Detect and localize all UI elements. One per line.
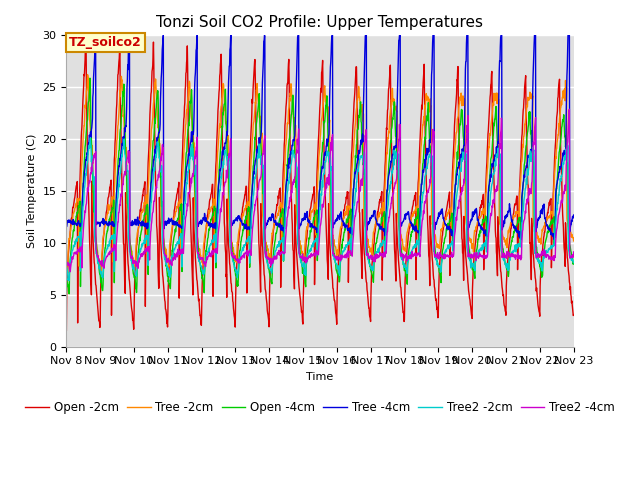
Tree -2cm <box>64 270 72 276</box>
Open -4cm <box>164 274 172 279</box>
Open -4cm <box>465 248 473 253</box>
Open -2cm <box>63 327 70 333</box>
Tree2 -2cm <box>86 135 94 141</box>
Tree -2cm <box>176 201 184 206</box>
Tree2 -4cm <box>465 253 473 259</box>
Open -4cm <box>65 291 73 297</box>
Open -2cm <box>82 38 90 44</box>
Tree -2cm <box>399 244 407 250</box>
Text: TZ_soilco2: TZ_soilco2 <box>69 36 141 49</box>
Tree2 -4cm <box>399 251 406 257</box>
Open -2cm <box>176 263 184 268</box>
Open -4cm <box>510 230 518 236</box>
Tree -2cm <box>63 268 70 274</box>
Tree -2cm <box>233 255 241 261</box>
Open -2cm <box>465 290 473 296</box>
Open -2cm <box>570 312 577 318</box>
Tree -4cm <box>125 33 133 38</box>
Tree -2cm <box>164 258 172 264</box>
Open -2cm <box>163 319 171 324</box>
Tree2 -4cm <box>67 269 74 275</box>
Open -4cm <box>233 282 241 288</box>
Open -4cm <box>86 75 94 81</box>
Tree2 -2cm <box>465 256 473 262</box>
Tree2 -2cm <box>65 278 73 284</box>
Tree2 -4cm <box>232 256 240 262</box>
Tree2 -2cm <box>176 234 184 240</box>
Tree2 -4cm <box>176 252 184 257</box>
Open -4cm <box>63 275 70 280</box>
Tree2 -2cm <box>233 268 241 274</box>
Line: Tree2 -2cm: Tree2 -2cm <box>67 138 573 281</box>
Line: Tree -4cm: Tree -4cm <box>67 36 573 240</box>
Tree2 -4cm <box>566 107 573 112</box>
Line: Open -2cm: Open -2cm <box>67 41 573 330</box>
Tree2 -4cm <box>570 249 577 255</box>
Tree2 -4cm <box>163 258 171 264</box>
Tree -4cm <box>510 225 518 230</box>
Legend: Open -2cm, Tree -2cm, Open -4cm, Tree -4cm, Tree2 -2cm, Tree2 -4cm: Open -2cm, Tree -2cm, Open -4cm, Tree -4… <box>20 396 620 419</box>
Y-axis label: Soil Temperature (C): Soil Temperature (C) <box>27 134 37 248</box>
Open -2cm <box>232 274 240 279</box>
Tree -4cm <box>399 219 406 225</box>
Title: Tonzi Soil CO2 Profile: Upper Temperatures: Tonzi Soil CO2 Profile: Upper Temperatur… <box>157 15 483 30</box>
Tree2 -4cm <box>63 262 70 268</box>
Open -2cm <box>399 303 406 309</box>
Tree2 -4cm <box>510 252 518 258</box>
Tree -4cm <box>517 237 525 242</box>
Line: Tree -2cm: Tree -2cm <box>67 74 573 273</box>
Open -4cm <box>399 259 407 265</box>
Tree -4cm <box>465 225 473 230</box>
Line: Tree2 -4cm: Tree2 -4cm <box>67 109 573 272</box>
Tree -4cm <box>163 218 171 224</box>
Open -2cm <box>510 211 518 216</box>
Tree2 -2cm <box>510 248 518 253</box>
X-axis label: Time: Time <box>307 372 333 382</box>
Line: Open -4cm: Open -4cm <box>67 78 573 294</box>
Open -4cm <box>176 204 184 210</box>
Tree -2cm <box>84 72 92 77</box>
Tree -4cm <box>570 212 577 218</box>
Tree2 -2cm <box>570 260 577 265</box>
Tree -2cm <box>465 236 473 242</box>
Tree -4cm <box>176 224 184 230</box>
Open -4cm <box>570 260 577 266</box>
Tree -2cm <box>570 238 577 244</box>
Tree -4cm <box>232 215 240 221</box>
Tree2 -2cm <box>164 265 172 271</box>
Tree -2cm <box>510 213 518 218</box>
Tree -4cm <box>63 224 70 229</box>
Tree2 -2cm <box>63 264 70 270</box>
Tree2 -2cm <box>399 260 407 266</box>
